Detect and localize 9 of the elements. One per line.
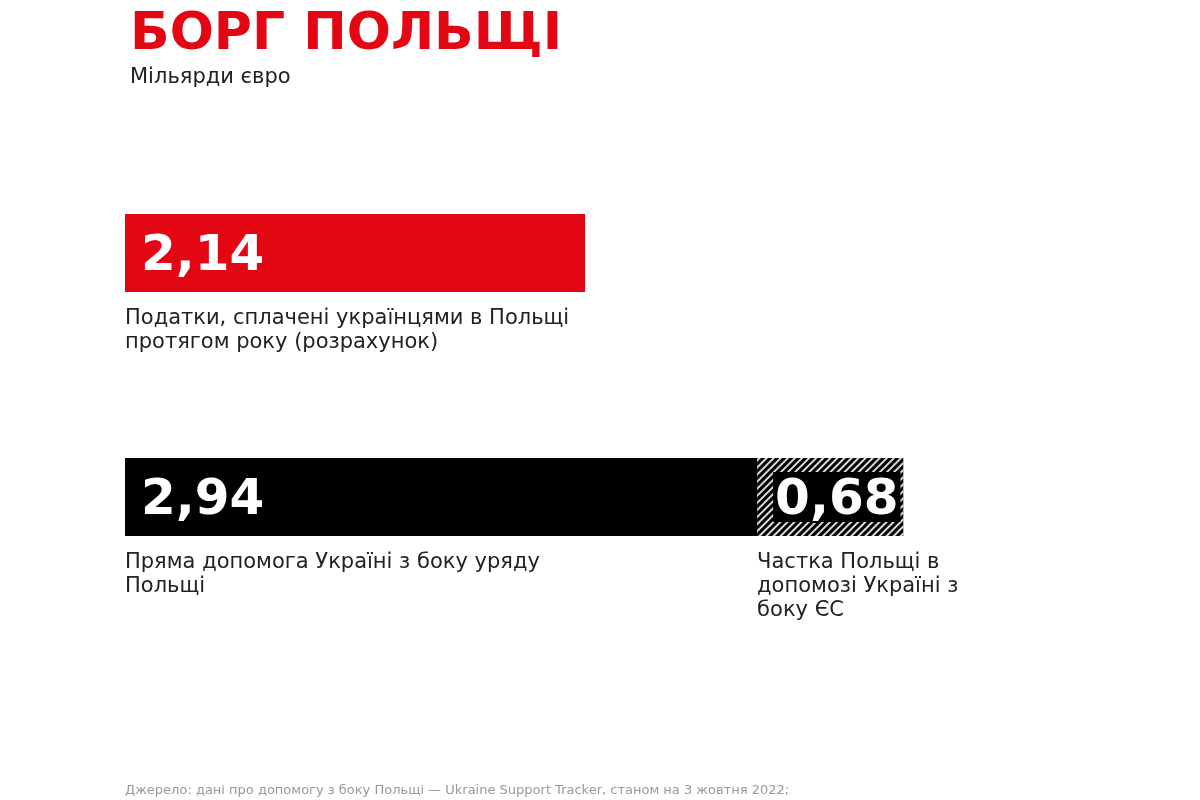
chart-title: БОРГ ПОЛЬЩІ bbox=[130, 1, 563, 61]
text: Джерело: дані про допомогу з боку Польщі — Ukraine Support Tracker, станом на 3 жовтня 2022; bbox=[125, 782, 790, 797]
data-label: 2,94 bbox=[141, 468, 265, 526]
y-tick-label: Податки, сплачені українцями в Польщі протягом року (розрахунок) bbox=[125, 305, 570, 353]
data-label: 2,14 bbox=[141, 224, 265, 282]
chart-subtitle: Мільярди євро bbox=[130, 63, 291, 88]
y-tick-label: Пряма допомога Україні з боку уряду Польщі bbox=[125, 549, 540, 597]
series-label: Частка Польщі в допомозі Україні з боку ЄС bbox=[757, 549, 959, 621]
data-label: 0,68 bbox=[775, 468, 899, 526]
